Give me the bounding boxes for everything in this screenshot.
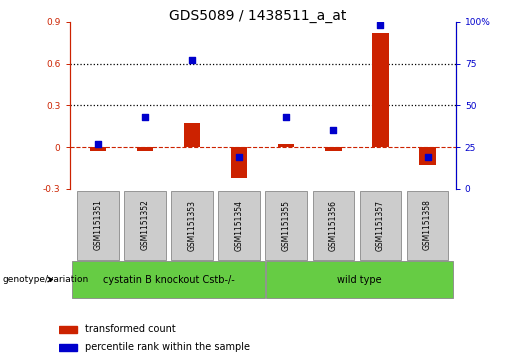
Point [188,57,196,63]
Text: wild type: wild type [337,274,382,285]
FancyBboxPatch shape [171,191,213,260]
Bar [59,344,77,351]
Bar [372,33,389,147]
Text: GSM1151358: GSM1151358 [423,200,432,250]
Bar [184,123,200,147]
Text: GSM1151354: GSM1151354 [235,200,244,250]
Text: cystatin B knockout Cstb-/-: cystatin B knockout Cstb-/- [102,274,234,285]
FancyBboxPatch shape [72,261,265,298]
Text: GSM1151357: GSM1151357 [376,200,385,250]
Text: genotype/variation: genotype/variation [3,275,89,284]
Text: GDS5089 / 1438511_a_at: GDS5089 / 1438511_a_at [169,9,346,23]
FancyBboxPatch shape [124,191,166,260]
FancyBboxPatch shape [265,191,307,260]
Bar [136,147,153,151]
Point [376,22,385,28]
FancyBboxPatch shape [218,191,260,260]
Text: GSM1151355: GSM1151355 [282,200,290,250]
Text: GSM1151353: GSM1151353 [187,200,197,250]
Text: GSM1151351: GSM1151351 [93,200,102,250]
Bar [278,144,295,147]
Point [94,141,102,147]
Bar [90,147,106,151]
FancyBboxPatch shape [266,261,453,298]
Bar [231,147,247,178]
Point [141,114,149,120]
Point [235,154,243,160]
FancyBboxPatch shape [359,191,401,260]
Bar [419,147,436,165]
FancyBboxPatch shape [313,191,354,260]
Point [282,114,290,120]
Bar [325,147,341,151]
Text: percentile rank within the sample: percentile rank within the sample [85,342,250,352]
FancyBboxPatch shape [77,191,118,260]
Bar [59,326,77,333]
Point [329,127,337,133]
Text: GSM1151356: GSM1151356 [329,200,338,250]
Text: transformed count: transformed count [85,325,176,334]
Text: GSM1151352: GSM1151352 [141,200,149,250]
Point [423,154,432,160]
FancyBboxPatch shape [407,191,448,260]
